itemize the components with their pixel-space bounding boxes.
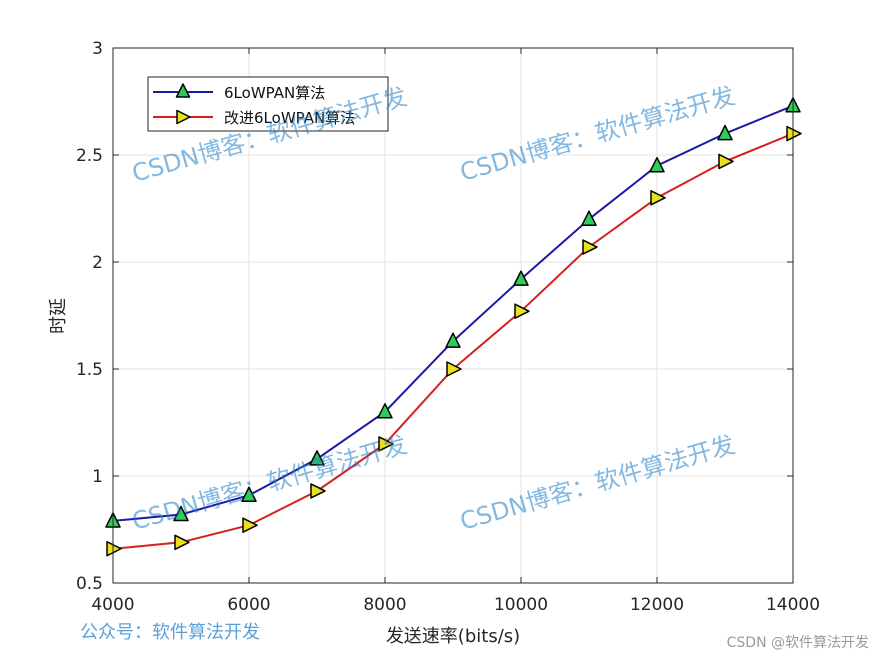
data-point	[173, 505, 189, 522]
y-tick-label: 1	[92, 467, 103, 487]
x-tick-label: 10000	[494, 595, 548, 615]
axis-ticks: 4000 6000 8000 10000 12000 14000 0.5 1 1.5 2 2.5 3	[76, 39, 820, 615]
data-point	[106, 541, 122, 557]
y-axis-label: 时延	[48, 298, 69, 334]
x-tick-label: 12000	[630, 595, 684, 615]
y-tick-label: 3	[92, 39, 103, 59]
data-point	[378, 436, 394, 452]
x-tick-label: 4000	[91, 595, 134, 615]
data-point	[649, 156, 665, 173]
data-point	[446, 361, 462, 377]
series-1	[105, 97, 801, 528]
data-point	[514, 303, 530, 319]
data-point	[717, 124, 733, 141]
y-tick-label: 1.5	[76, 360, 103, 380]
data-point	[310, 483, 326, 499]
x-tick-label: 6000	[227, 595, 270, 615]
series-group	[105, 97, 802, 557]
data-point	[309, 450, 325, 466]
y-tick-label: 0.5	[76, 574, 103, 594]
legend-label-series-2: 改进6LoWPAN算法	[224, 109, 355, 127]
data-point	[242, 517, 258, 533]
legend-box	[147, 76, 389, 132]
x-tick-label: 8000	[363, 595, 406, 615]
data-point	[582, 239, 598, 255]
x-axis-label: 发送速率(bits/s)	[386, 626, 520, 647]
series-2	[106, 125, 802, 557]
x-tick-label: 14000	[766, 595, 820, 615]
plot-background	[113, 48, 793, 583]
legend-label-series-1: 6LoWPAN算法	[224, 84, 325, 102]
credit-watermark: CSDN @软件算法开发	[726, 635, 869, 651]
data-point	[513, 270, 529, 286]
data-point	[445, 332, 461, 348]
legend-marker-series-1	[175, 83, 191, 98]
data-point	[650, 190, 666, 206]
data-point	[241, 486, 257, 503]
y-tick-label: 2.5	[76, 146, 103, 166]
legend-marker-series-2	[176, 109, 191, 125]
legend: 6LoWPAN算法 改进6LoWPAN算法	[147, 76, 389, 132]
y-tick-label: 2	[92, 253, 103, 273]
data-point	[581, 210, 597, 226]
data-point	[174, 534, 190, 551]
footer-watermark: 公众号：软件算法开发	[80, 622, 260, 643]
data-point	[786, 125, 802, 142]
data-point	[718, 153, 734, 170]
data-point	[377, 403, 393, 419]
plot-frame	[112, 47, 794, 584]
